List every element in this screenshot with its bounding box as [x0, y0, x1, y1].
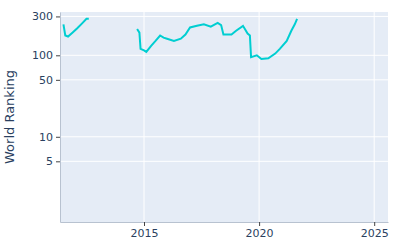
tick: 300 [32, 10, 60, 23]
tick-mark [56, 161, 60, 162]
tick-mark [144, 222, 145, 226]
tick: 2015 [131, 222, 159, 240]
y-grid-line [60, 79, 388, 80]
y-grid-line [60, 161, 388, 162]
tick-label: 2025 [361, 227, 389, 240]
y-grid-line [60, 55, 388, 56]
tick-label: 10 [39, 131, 53, 144]
tick: 2025 [361, 222, 389, 240]
tick-label: 300 [32, 10, 53, 23]
tick: 50 [39, 74, 60, 87]
tick-mark [56, 137, 60, 138]
tick-mark [56, 55, 60, 56]
y-axis-title: World Ranking [2, 70, 17, 164]
x-grid-line [259, 12, 260, 222]
tick-mark [374, 222, 375, 226]
tick-label: 100 [32, 49, 53, 62]
plot-background [60, 12, 388, 222]
tick: 5 [46, 155, 60, 168]
x-grid-line [144, 12, 145, 222]
axis-line [60, 13, 61, 223]
axis-line [61, 222, 389, 223]
x-grid-line [374, 12, 375, 222]
tick-mark [56, 16, 60, 17]
tick-label: 2015 [131, 227, 159, 240]
ranking-line [63, 19, 297, 59]
y-grid-line [60, 136, 388, 137]
tick-label: 2020 [246, 227, 274, 240]
x-axis: 2015 2020 2025 [61, 222, 389, 240]
plot-marks [63, 19, 297, 59]
tick-mark [259, 222, 260, 226]
grid [60, 12, 388, 222]
tick-label: 50 [39, 74, 53, 87]
y-grid-line [60, 16, 388, 17]
tick-mark [56, 80, 60, 81]
tick: 2020 [246, 222, 274, 240]
tick: 100 [32, 49, 60, 62]
tick: 10 [39, 131, 60, 144]
y-axis: 5 10 50 100 300 [32, 10, 61, 222]
chart: 2015 2020 2025 5 10 50 100 300 World Ranking [0, 0, 400, 250]
tick-label: 5 [46, 155, 53, 168]
